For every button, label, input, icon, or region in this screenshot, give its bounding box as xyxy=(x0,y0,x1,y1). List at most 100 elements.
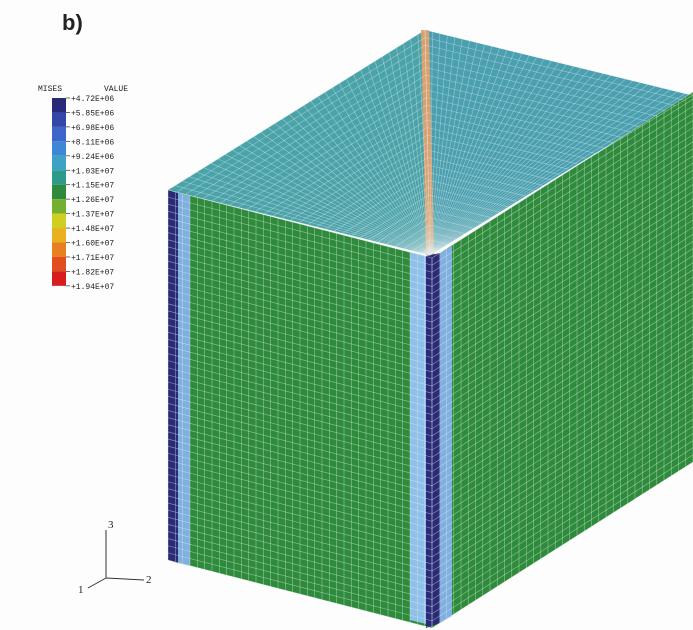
mesh-line xyxy=(426,119,588,160)
mesh-line xyxy=(431,276,693,444)
mesh-line xyxy=(425,74,641,128)
mesh-line xyxy=(167,289,433,358)
mesh-line xyxy=(167,481,433,551)
mesh-line xyxy=(412,239,430,251)
mesh-line xyxy=(377,209,430,243)
mesh-line xyxy=(167,346,433,415)
mesh-line xyxy=(431,340,693,508)
mesh-line xyxy=(167,502,433,572)
mesh-line xyxy=(167,367,433,437)
legend-value: +1.82E+07 xyxy=(71,268,114,277)
mesh-line xyxy=(431,305,693,472)
mesh-line xyxy=(167,196,433,266)
mesh-line xyxy=(431,219,693,387)
mesh-line xyxy=(167,203,433,273)
legend-value: +5.85E+06 xyxy=(71,109,114,118)
mesh-line xyxy=(167,452,433,522)
mesh-line xyxy=(167,495,433,565)
mesh-line xyxy=(167,239,433,309)
mesh-line xyxy=(386,217,430,245)
legend-header: VALUE xyxy=(104,85,128,94)
mesh-line xyxy=(425,59,659,117)
mesh-line xyxy=(431,91,693,259)
mesh-line xyxy=(427,134,571,170)
legend-swatch xyxy=(52,271,66,286)
mesh-line xyxy=(421,247,430,254)
mesh-line xyxy=(431,241,693,408)
mesh-line xyxy=(220,74,427,204)
mesh-line xyxy=(185,44,426,195)
mesh-line xyxy=(426,82,632,133)
mesh-line xyxy=(426,112,597,154)
mesh-line xyxy=(431,134,693,301)
legend-swatch xyxy=(52,184,66,200)
legend-value: +1.03E+07 xyxy=(71,167,114,176)
mesh-line xyxy=(431,454,693,622)
mesh-line xyxy=(431,155,693,323)
mesh-line xyxy=(167,531,433,600)
mesh-line xyxy=(167,417,433,486)
mesh-box xyxy=(167,29,693,629)
mesh-line xyxy=(194,52,426,197)
mesh-line xyxy=(431,184,693,351)
mesh-line xyxy=(281,127,428,219)
mesh-line xyxy=(167,559,433,629)
mesh-line xyxy=(431,198,693,365)
legend-value: +8.11E+06 xyxy=(71,138,114,147)
mesh-line xyxy=(167,303,433,373)
mesh-line xyxy=(167,332,433,401)
mesh-line xyxy=(429,217,474,229)
mesh-line xyxy=(431,312,693,479)
mesh-line xyxy=(351,187,429,236)
mesh-line xyxy=(431,262,693,430)
mesh-line xyxy=(431,269,693,437)
mesh-line xyxy=(167,488,433,558)
axis-label: 1 xyxy=(78,584,84,596)
mesh-line xyxy=(263,112,427,215)
mesh-line xyxy=(167,275,433,344)
legend-value: +1.15E+07 xyxy=(71,182,114,191)
legend: +4.72E+06 +5.85E+06 +6.98E+06 +8.11E+06 +9.2… xyxy=(52,95,114,292)
legend-value: +1.26E+07 xyxy=(71,196,114,205)
mesh-line xyxy=(431,98,693,266)
mesh-line xyxy=(427,164,536,192)
legend-value: +1.94E+07 xyxy=(71,283,114,292)
mesh-line xyxy=(255,104,427,212)
mesh-line xyxy=(228,82,427,206)
mesh-line xyxy=(431,404,693,572)
mesh-line xyxy=(290,134,428,221)
inner-back-right-wall xyxy=(425,30,690,255)
mesh-line xyxy=(428,194,501,213)
mesh-line xyxy=(167,246,433,316)
mesh-line xyxy=(431,120,693,287)
mesh-line xyxy=(431,433,693,600)
mesh-line xyxy=(167,445,433,515)
legend-swatch xyxy=(52,213,66,229)
mesh-line xyxy=(167,381,433,451)
mesh-line xyxy=(428,202,492,218)
mesh-line xyxy=(431,319,693,486)
mesh-line xyxy=(167,552,433,622)
mesh-line xyxy=(368,202,429,241)
legend-swatch xyxy=(52,155,66,171)
mesh-line xyxy=(429,224,466,234)
mesh-line xyxy=(333,172,429,232)
mesh-line xyxy=(307,149,428,225)
mesh-line xyxy=(431,191,693,358)
mesh-line xyxy=(429,247,439,250)
mesh-line xyxy=(431,248,693,415)
mesh-line xyxy=(429,232,457,240)
mesh-line xyxy=(431,326,693,494)
mesh-line xyxy=(431,411,693,579)
mesh-line xyxy=(167,431,433,501)
mesh-lines xyxy=(167,29,693,629)
mesh-line xyxy=(428,187,509,208)
figure-label: b) xyxy=(62,10,83,35)
legend-swatch xyxy=(52,242,66,257)
mesh-line xyxy=(431,383,693,550)
mesh-line xyxy=(246,97,427,210)
legend-value: +1.60E+07 xyxy=(71,240,114,249)
mesh-line xyxy=(431,234,693,401)
